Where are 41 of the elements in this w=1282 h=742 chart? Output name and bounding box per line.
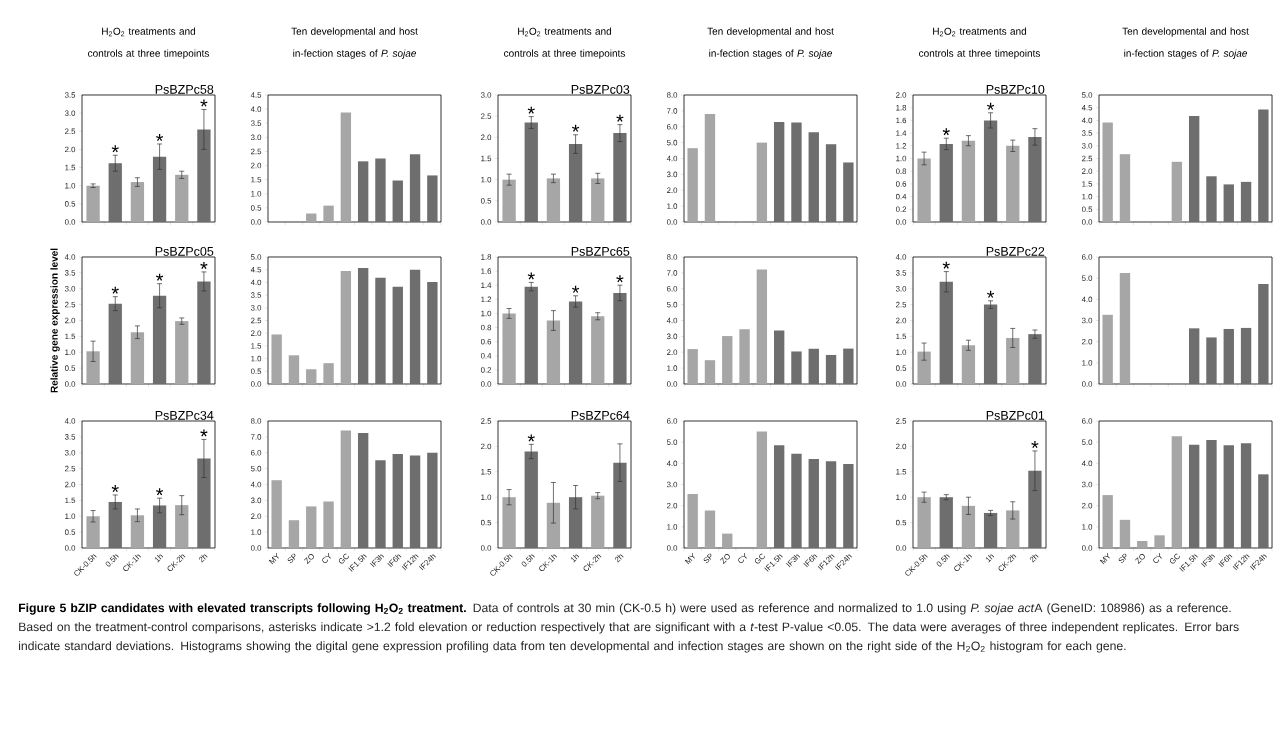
chart-title: PsBZPc34: [155, 410, 214, 420]
chart-title: H$_{2}$O$_{2}$ treatments and controls at three timepoints: [504, 27, 625, 59]
chart-title: PsBZPc22: [986, 246, 1045, 256]
annotation: *: [111, 485, 119, 493]
annotation: *: [111, 145, 119, 153]
chart-subtitle: PsBZPc58: [155, 84, 214, 94]
annotation: *: [527, 106, 535, 114]
chart-title: H$_{2}$O$_{2}$ treatments and controls at three timepoints: [919, 27, 1040, 59]
chart-title: PsBZPc01: [986, 410, 1045, 420]
text: indicate standard deviations. Histograms showing the digital gene expression profiling data from ten developmental and infection stages are shown on the right side of the H$_{2}$O$_{2}$ histogram for each gene.: [19, 641, 1126, 653]
chart-title: PsBZPc65: [571, 246, 630, 256]
annotation: *: [527, 272, 535, 280]
chart-title: Ten developmental and host in-fection stages of P. sojae: [1122, 27, 1249, 59]
annotation: *: [616, 275, 624, 283]
annotation: *: [200, 429, 208, 437]
chart-title: PsBZPc64: [571, 410, 630, 420]
annotation: *: [200, 261, 208, 269]
chart-title: Ten developmental and host in-fection stages of P. sojae: [707, 27, 834, 59]
annotation: *: [942, 261, 950, 269]
annotation: *: [616, 114, 624, 122]
chart-title: Ten developmental and host in-fection stages of P. sojae: [291, 27, 418, 59]
annotation: *: [987, 290, 995, 298]
annotation: *: [156, 273, 164, 281]
annotation: *: [572, 285, 580, 293]
annotation: *: [1031, 441, 1039, 449]
annotation: *: [572, 124, 580, 132]
y-axis-title: Relative gene expression level: [50, 248, 60, 393]
annotation: *: [156, 134, 164, 142]
text: Data of controls at 30 min (CK-0.5 h) were used as reference and normalized to 1.0 using P. sojae act: [473, 603, 1035, 615]
annotation: *: [527, 434, 535, 442]
annotation: *: [111, 286, 119, 294]
chart-subtitle: PsBZPc10: [986, 84, 1045, 94]
chart-subtitle: PsBZPc03: [571, 84, 630, 94]
annotation: *: [156, 488, 164, 496]
text: A (GeneID: 108986) as a reference.: [1034, 603, 1231, 615]
annotation: *: [987, 102, 995, 110]
chart-title: PsBZPc05: [155, 246, 214, 256]
caption: Figure 5 bZIP candidates with elevated transcripts following H$_{2}$O$_{2}$ treatment.: [19, 603, 466, 615]
annotation: *: [200, 99, 208, 107]
chart-title: H$_{2}$O$_{2}$ treatments and controls at three timepoints: [88, 27, 209, 59]
annotation: *: [942, 128, 950, 136]
